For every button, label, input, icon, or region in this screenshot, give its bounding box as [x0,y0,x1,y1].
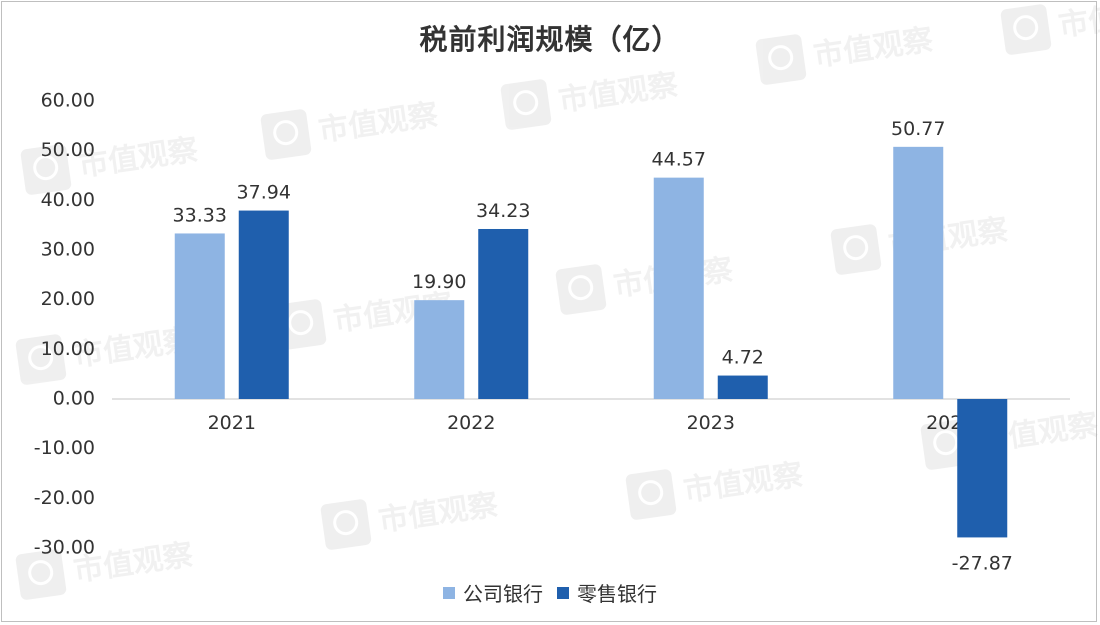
y-tick-label: 0.00 [53,388,95,410]
legend-label-series-2: 零售银行 [577,582,657,606]
bar-series-2 [957,399,1008,538]
legend-item-series-2: 零售银行 [557,578,657,607]
watermark-logo-mark [638,480,664,506]
y-tick-label: 30.00 [41,239,95,261]
watermark-logo-icon [555,264,607,315]
y-tick-label: 50.00 [41,139,95,161]
legend-swatch-series-2 [557,586,569,599]
watermark-logo-mark [273,120,299,146]
watermark-logo: 市值观察 [260,97,441,160]
watermark-text: 市值观察 [1056,0,1100,44]
data-label: 44.57 [652,149,706,171]
legend-item-series-1: 公司银行 [443,578,543,607]
watermark-logo-mark [1013,15,1039,41]
data-label: 34.23 [476,200,530,222]
y-tick-label: 60.00 [41,90,95,112]
watermark-logo-icon [500,79,552,130]
x-tick-label: 2022 [447,412,495,434]
watermark-logo-mark [33,155,59,181]
watermark-logo: 市值观察 [320,487,501,550]
data-label: 19.90 [412,271,466,293]
axis-layer: 60.00 50.00 40.00 30.00 20.00 10.00 0.00 -10.00… [34,90,1070,559]
watermark-logo-mark [843,235,869,261]
watermark-logo-icon [320,499,372,550]
legend-label-series-1: 公司银行 [463,582,543,606]
x-tick-label: 2021 [208,412,256,434]
label-layer: 33.33 37.94 19.90 34.23 44.57 4.72 50.77 -27.87 [173,118,1013,575]
data-label: 37.94 [237,182,291,204]
watermark-text: 市值观察 [681,457,806,508]
watermark-logo: 市值观察 [755,22,936,85]
watermark-logo-icon [830,224,882,275]
watermark-logo-mark [513,90,539,116]
data-label: 4.72 [722,347,764,369]
y-tick-label: -20.00 [34,487,95,509]
watermark-logo: 市值观察 [555,252,736,315]
legend: 公司银行 零售银行 [0,578,1100,607]
y-tick-label: -30.00 [34,537,95,559]
watermark-logo-mark [768,45,794,71]
data-label: 50.77 [891,118,945,140]
x-tick-label: 2023 [687,412,735,434]
watermark-logo-mark [28,560,54,586]
bar-series-2 [717,375,768,399]
bar-series-1 [653,177,704,399]
watermark-logo: 市值观察 [625,457,806,520]
bar-series-2 [238,210,289,399]
y-tick-label: 10.00 [41,338,95,360]
watermark-logo-mark [288,310,314,336]
watermark-logo-icon [20,144,72,195]
watermark-logo: 市值观察 [500,67,681,130]
watermark-text: 市值观察 [556,67,681,118]
watermark-logo-icon [625,469,677,520]
y-tick-label: 40.00 [41,189,95,211]
watermark-logo-mark [933,430,959,456]
chart-title: 税前利润规模（亿） [419,23,681,56]
legend-swatch-series-1 [443,586,455,599]
watermark-logo: 市值观察 [1000,0,1100,55]
watermark-logo-mark [28,345,54,371]
data-label: -27.87 [952,552,1013,574]
watermark-text: 市值观察 [76,132,201,183]
bar-series-1 [414,300,465,399]
watermark-text: 市值观察 [376,487,501,538]
data-label: 33.33 [173,204,227,226]
y-tick-label: -10.00 [34,437,95,459]
watermark-logo-icon [1000,4,1052,55]
watermark-logo: 市值观察 [920,407,1100,470]
bar-series-1 [174,233,225,399]
watermark-logo-mark [568,275,594,301]
watermark-logo-mark [333,510,359,536]
watermark-text: 市值观察 [316,97,441,148]
bar-series-2 [478,228,529,399]
y-tick-label: 20.00 [41,288,95,310]
watermark-logo-icon [260,109,312,160]
watermark-logo-icon [755,34,807,85]
watermark-logo-icon [15,334,67,385]
bar-layer [174,146,1008,538]
watermark-text: 市值观察 [811,22,936,73]
bar-series-1 [893,146,944,399]
watermark-logo-icon [15,549,67,600]
